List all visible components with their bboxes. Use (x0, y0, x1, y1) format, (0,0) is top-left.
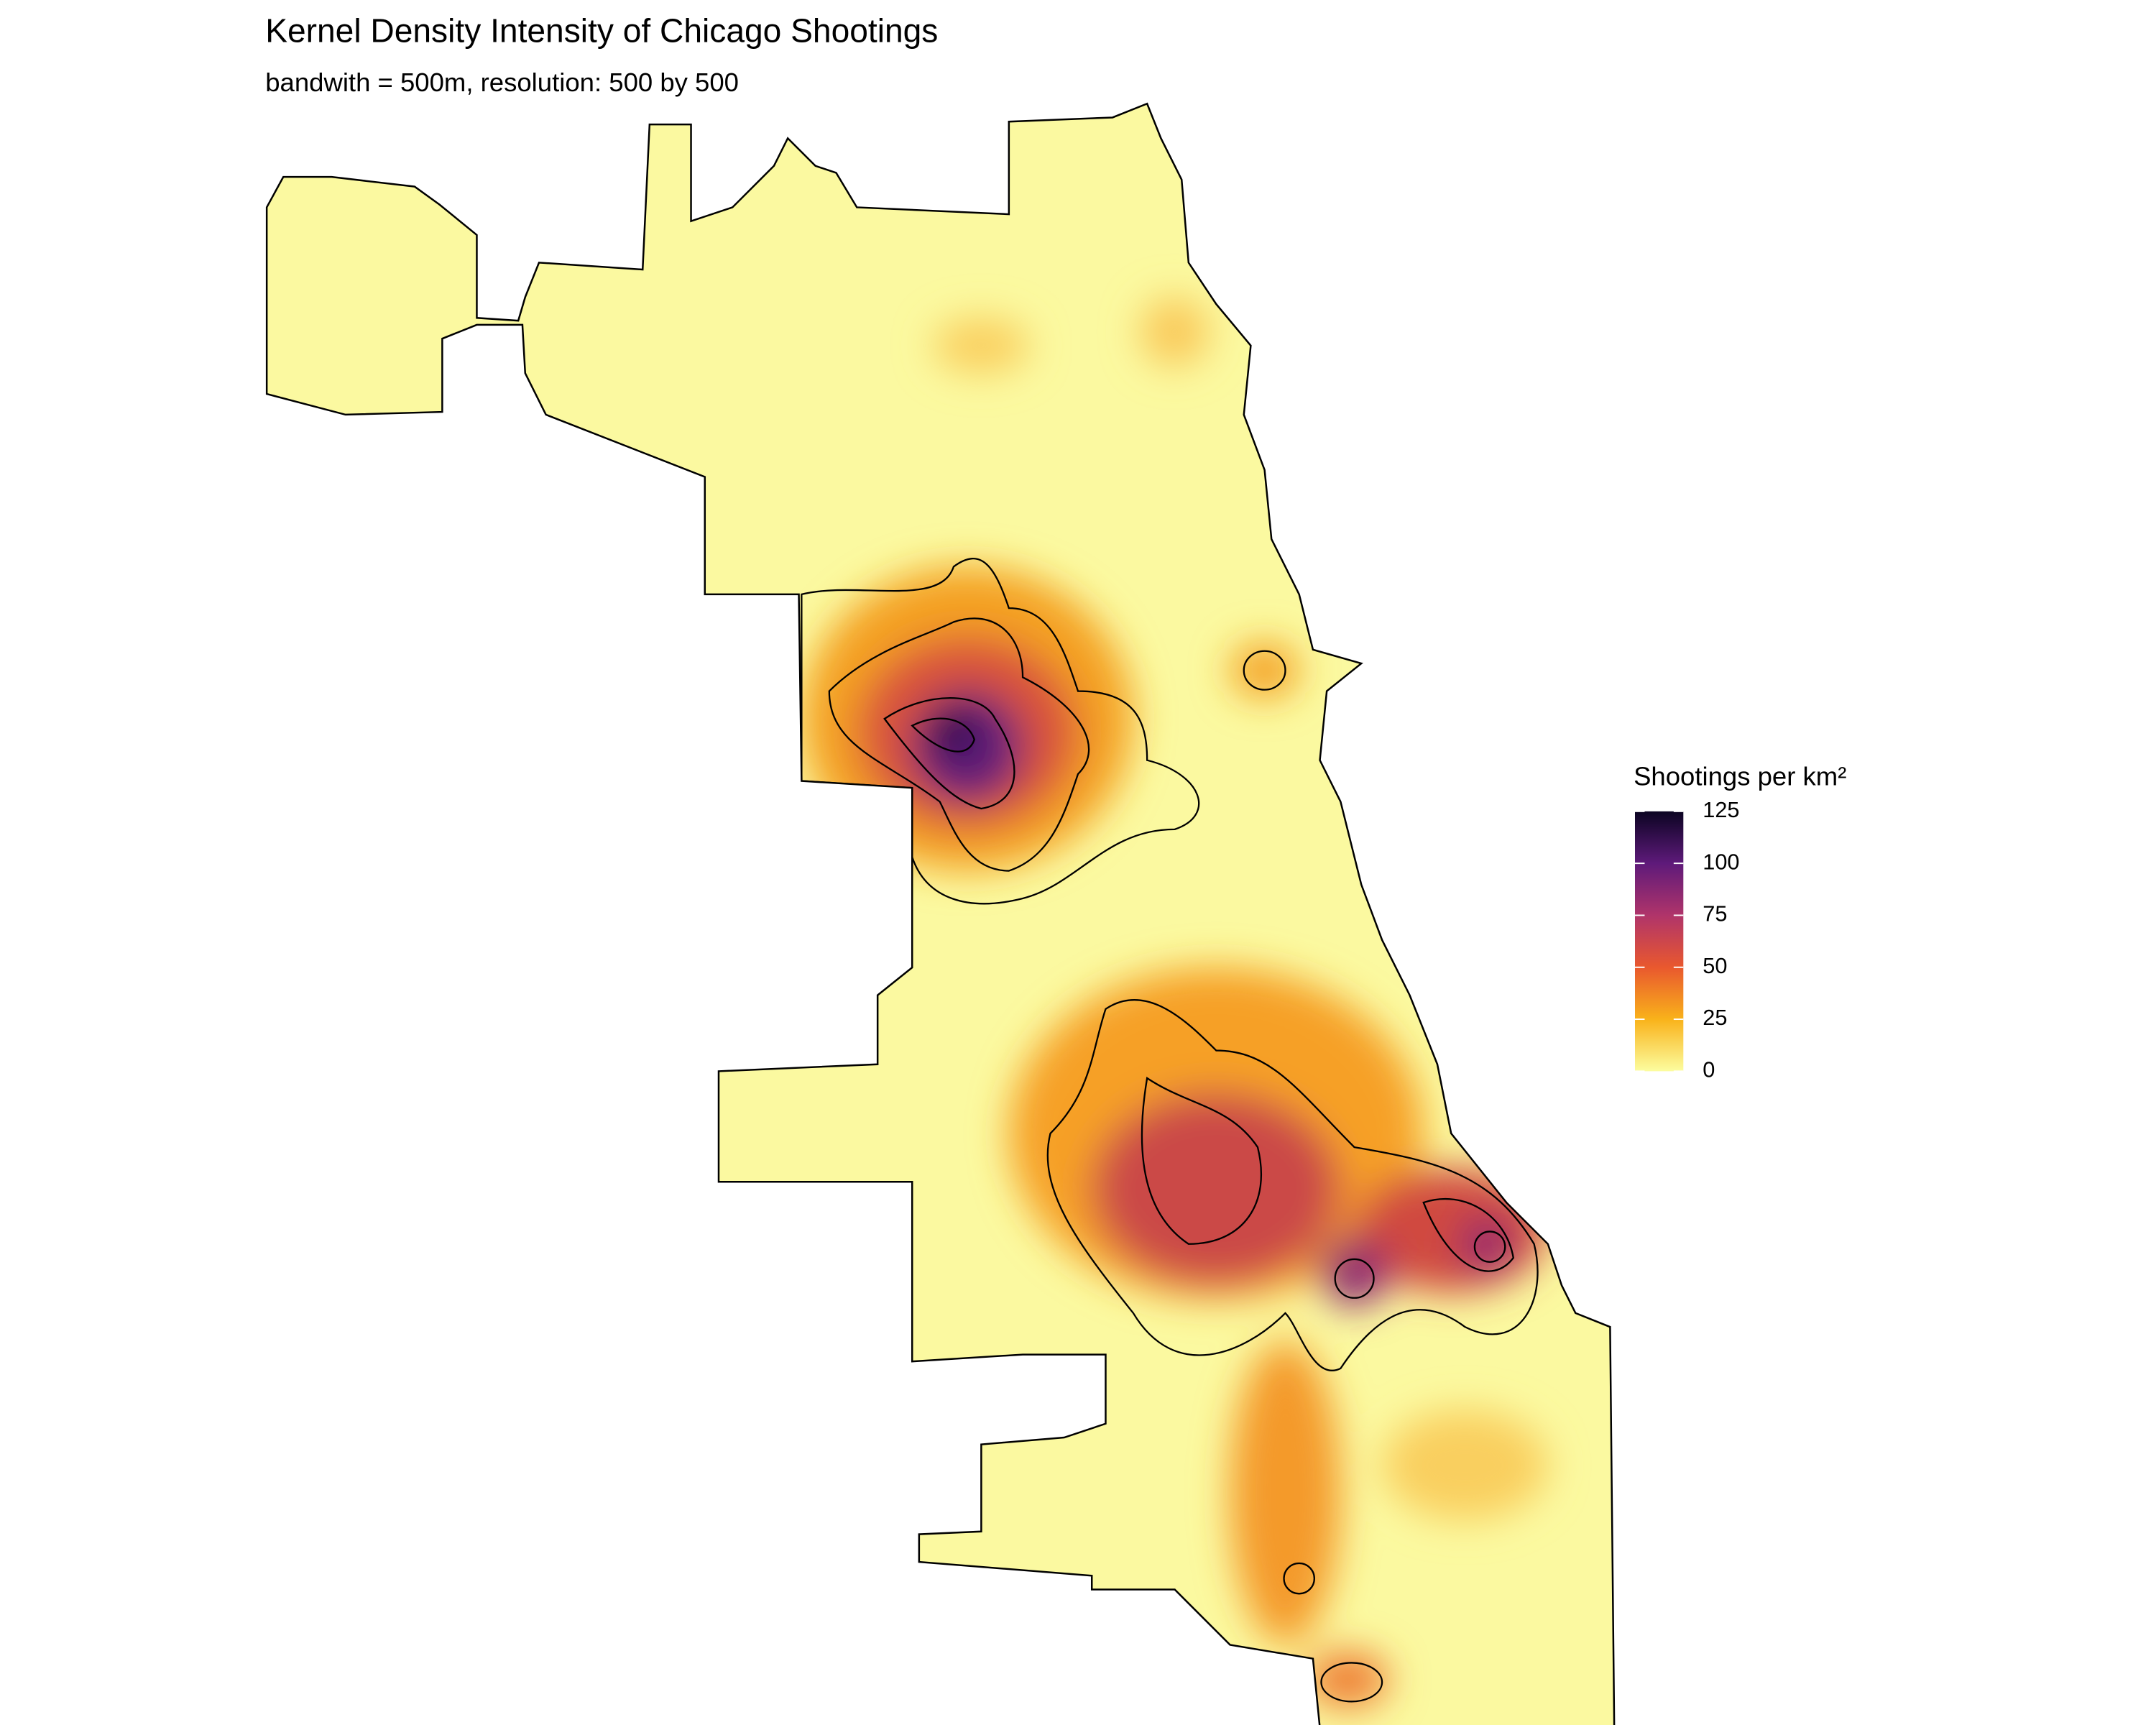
legend-tick-label: 25 (1703, 1005, 1727, 1030)
contour-lines (801, 558, 1539, 1703)
subtitle: bandwith = 500m, resolution: 500 by 500 (265, 68, 739, 97)
legend-tick-label: 50 (1703, 953, 1727, 978)
legend-tick-label: 0 (1703, 1057, 1715, 1082)
density-map (265, 102, 1616, 1725)
color-bar (1635, 811, 1684, 1072)
legend-tick-label: 100 (1703, 849, 1739, 874)
legend: Shootings per km² 0 25 50 75 100 125 (1634, 761, 1846, 1082)
legend-tick-label: 75 (1703, 901, 1727, 926)
title: Kernel Density Intensity of Chicago Shoo… (265, 12, 938, 49)
legend-title: Shootings per km² (1634, 761, 1846, 791)
legend-tick-label: 125 (1703, 797, 1739, 822)
